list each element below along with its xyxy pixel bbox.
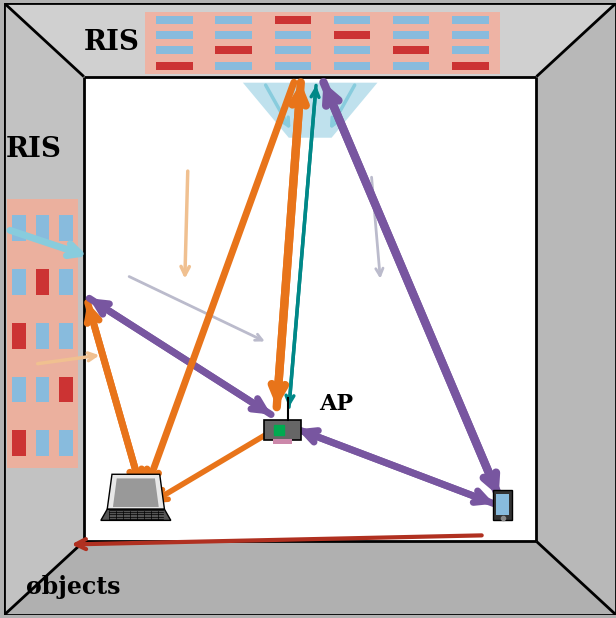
Polygon shape (4, 3, 616, 77)
Bar (452, 15, 488, 23)
Bar (156, 62, 193, 70)
Bar (36, 376, 49, 402)
Polygon shape (101, 509, 171, 520)
Bar (36, 215, 49, 241)
Bar (334, 62, 370, 70)
Bar (12, 430, 26, 456)
Polygon shape (537, 3, 616, 615)
Bar (334, 31, 370, 39)
Bar (59, 323, 73, 349)
Bar (275, 31, 311, 39)
Polygon shape (4, 3, 84, 615)
Polygon shape (84, 77, 537, 541)
Bar (274, 439, 292, 444)
Bar (59, 269, 73, 295)
Bar (334, 46, 370, 54)
Bar (216, 31, 252, 39)
Bar (452, 46, 488, 54)
Text: AP: AP (319, 393, 354, 415)
Bar (36, 323, 49, 349)
Polygon shape (113, 478, 159, 507)
Bar (59, 376, 73, 402)
Polygon shape (107, 474, 164, 509)
Bar (7, 199, 78, 468)
Text: RIS: RIS (6, 137, 62, 164)
Text: RIS: RIS (83, 30, 139, 56)
Bar (145, 12, 500, 74)
Bar (452, 31, 488, 39)
Bar (59, 215, 73, 241)
Text: objects: objects (26, 575, 120, 599)
Bar (216, 62, 252, 70)
Bar (12, 323, 26, 349)
Polygon shape (243, 83, 378, 138)
Bar (36, 430, 49, 456)
Bar (59, 430, 73, 456)
Bar (264, 420, 301, 440)
Bar (493, 489, 513, 520)
Bar (393, 15, 429, 23)
Bar (452, 62, 488, 70)
Bar (275, 62, 311, 70)
Bar (393, 46, 429, 54)
Polygon shape (4, 541, 616, 615)
Bar (156, 31, 193, 39)
Bar (275, 46, 311, 54)
Bar (393, 62, 429, 70)
Bar (36, 269, 49, 295)
Bar (12, 215, 26, 241)
Bar (156, 46, 193, 54)
Bar (12, 376, 26, 402)
Bar (496, 494, 509, 515)
Bar (275, 15, 311, 23)
Bar (334, 15, 370, 23)
Bar (12, 269, 26, 295)
Bar (393, 31, 429, 39)
Bar (216, 46, 252, 54)
Bar (216, 15, 252, 23)
Bar (156, 15, 193, 23)
